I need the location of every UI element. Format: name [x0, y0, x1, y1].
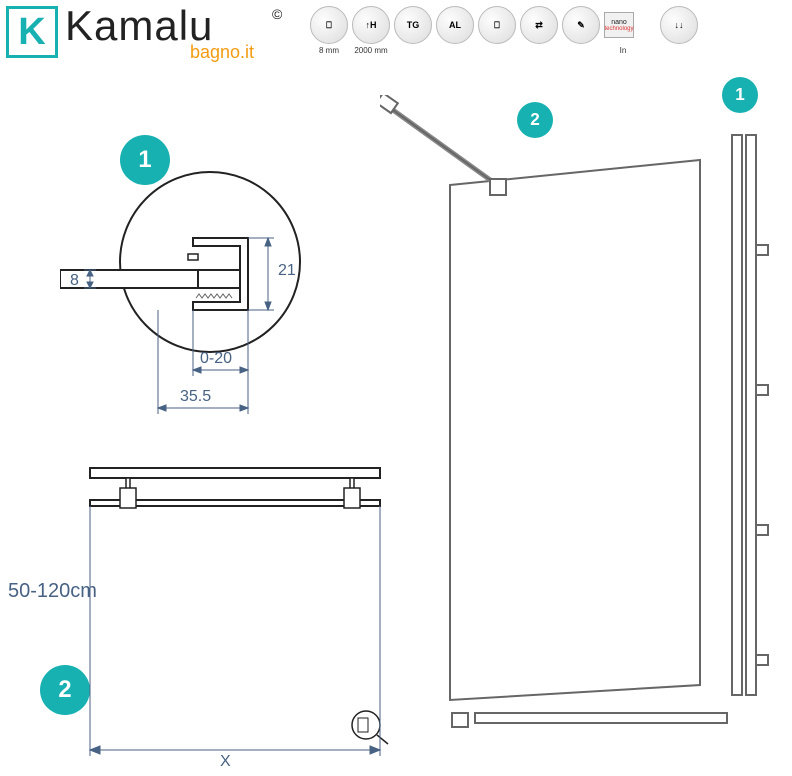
spec-icon: ↓↓	[660, 6, 698, 44]
spec-icon: AL	[436, 6, 474, 44]
dim-8: 8	[70, 272, 79, 290]
brand-subdomain: bagno.it	[190, 42, 254, 63]
brand-copyright: ©	[272, 6, 282, 22]
logo-box: K	[6, 6, 58, 58]
spec-label: 2000 mm	[352, 46, 390, 55]
spec-nano-icon: nanotechnology	[604, 12, 634, 38]
spec-icon: ✎	[562, 6, 600, 44]
spec-icon: ⎕	[478, 6, 516, 44]
spec-icon: ↑H	[352, 6, 390, 44]
spec-icon: ⎕	[310, 6, 348, 44]
spec-icon: TG	[394, 6, 432, 44]
dim-21: 21	[278, 262, 296, 280]
spec-label: In	[604, 46, 642, 55]
dim-0-20: 0-20	[200, 350, 232, 368]
detail-2-topview	[60, 460, 390, 760]
main-3d-panel	[380, 95, 780, 735]
spec-icon: ⇄	[520, 6, 558, 44]
dim-35-5: 35.5	[180, 388, 211, 406]
dim-x: X	[220, 753, 231, 771]
logo-k-letter: K	[18, 13, 45, 51]
range-50-120: 50-120cm	[8, 580, 97, 603]
spec-label: 8 mm	[310, 46, 348, 55]
